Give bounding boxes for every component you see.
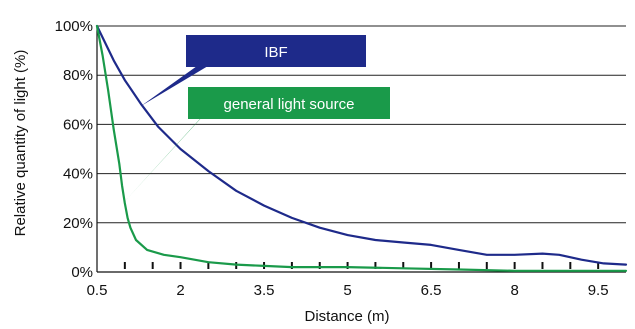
x-tick-label: 2 [176, 282, 184, 299]
y-tick-label: 100% [55, 18, 93, 35]
callouts: IBF general light source [126, 35, 390, 200]
x-tick-label: 5 [343, 282, 351, 299]
tick-labels: 0% 20% 40% 60% 80% 100% 0.5 2 3.5 5 6.5 8 9.5 [55, 18, 609, 299]
callout-box [186, 35, 366, 67]
y-tick-label: 80% [63, 67, 93, 84]
y-tick-label: 20% [63, 215, 93, 232]
x-tick-label: 6.5 [421, 282, 442, 299]
x-tick-label: 3.5 [254, 282, 275, 299]
callout-label: IBF [264, 44, 287, 61]
x-tick-label: 8 [510, 282, 518, 299]
y-tick-label: 40% [63, 166, 93, 183]
callout: IBF [141, 35, 366, 106]
series-line [95, 24, 628, 266]
callout-box [188, 87, 390, 119]
y-tick-label: 0% [71, 264, 93, 281]
x-tick-label: 9.5 [588, 282, 609, 299]
y-tick-label: 60% [63, 116, 93, 133]
x-tick-label: 0.5 [87, 282, 108, 299]
callout-label: general light source [224, 96, 355, 113]
series-lines [95, 24, 628, 272]
series-line [95, 24, 628, 272]
x-axis-title: Distance (m) [304, 308, 389, 325]
y-axis-title: Relative quantity of light (%) [12, 50, 29, 237]
callout: general light source [126, 87, 390, 200]
callout-pointer [126, 98, 219, 200]
